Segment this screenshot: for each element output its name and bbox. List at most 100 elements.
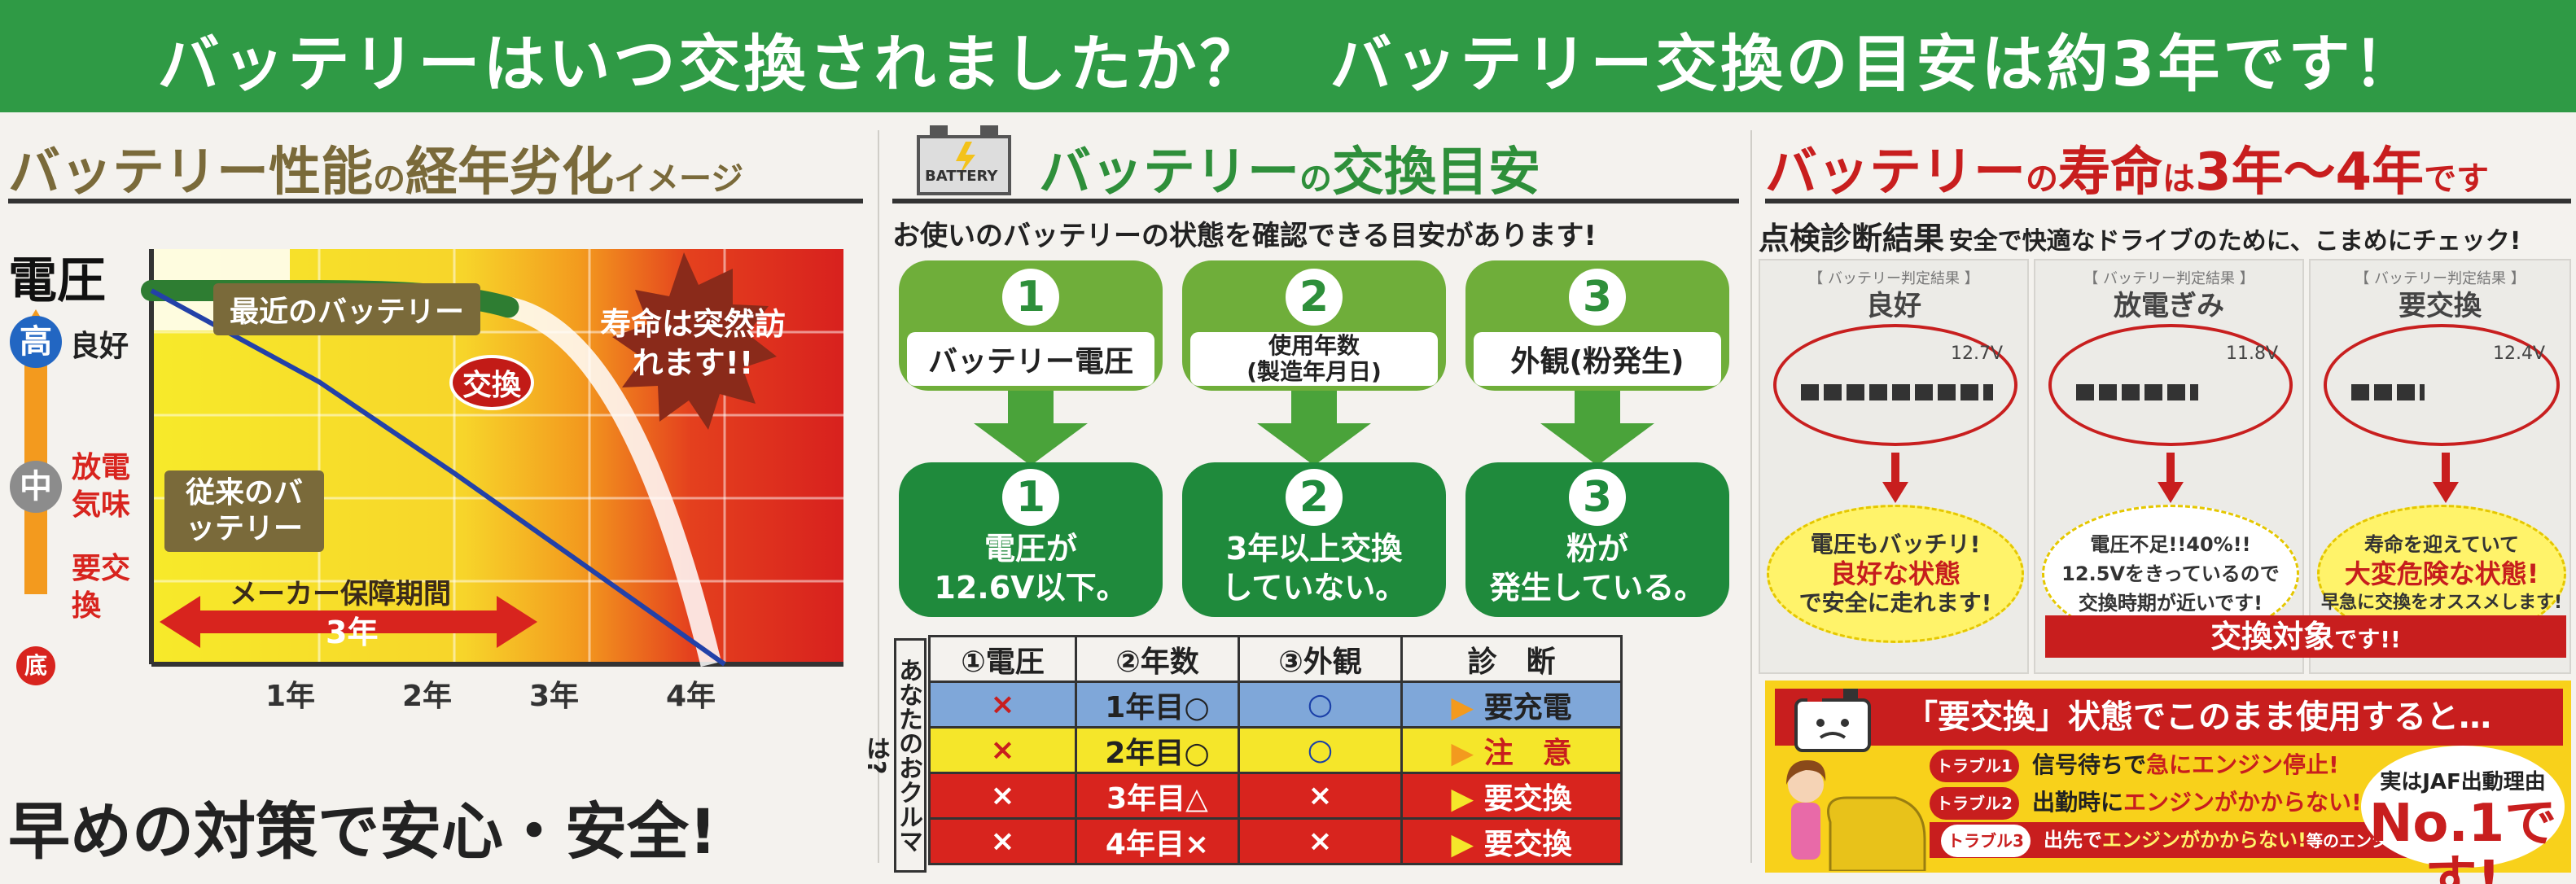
right-title-part1: バッテリー	[1765, 142, 2026, 203]
trouble-row-1: トラブル1 信号待ちで急にエンジン停止!	[1930, 747, 2339, 783]
result-3-line2: 発生している。	[1489, 570, 1706, 606]
swap-badge: 交換	[449, 355, 534, 410]
card1-line1: 電圧もバッチリ!	[1810, 531, 1981, 558]
row2-voltage: ×	[928, 726, 1077, 774]
row1-appearance: ○	[1238, 681, 1403, 729]
step-1-number: 1	[1002, 269, 1059, 326]
trouble-3-red: エンジンがかからない!	[2102, 829, 2307, 851]
card1-line2: 良好な状態	[1829, 558, 1960, 589]
x-tick-2: 2年	[402, 680, 453, 713]
right-title-part2: 寿命	[2058, 142, 2162, 203]
trouble-2-pre: 出勤時に	[2032, 789, 2124, 816]
diagnosis-header-row: ①電圧 ②年数 ③外観 診 断	[928, 635, 1623, 683]
check-result-2: 2 3年以上交換 していない。	[1182, 462, 1446, 617]
row1-years: 1年目○	[1075, 681, 1240, 729]
header-diagnosis: 診 断	[1400, 635, 1623, 683]
header-voltage: ①電圧	[928, 635, 1077, 683]
result-card-replace: 【 バッテリー判定結果 】 要交換 12.4V 寿命を迎えていて 大変危険な状態…	[2309, 259, 2571, 674]
result-1-line1: 電圧が	[984, 531, 1077, 567]
step-3-arrow-icon	[1540, 391, 1654, 466]
check-result-1: 1 電圧が 12.6V以下。	[899, 462, 1163, 617]
card3-meter	[2351, 384, 2425, 400]
row3-diagnosis: ▶ 要交換	[1400, 772, 1623, 820]
result-3-line1: 粉が	[1566, 531, 1628, 567]
x-tick-4: 4年	[666, 680, 716, 713]
trouble-3-tag: トラブル3	[1941, 825, 2031, 857]
row2-diagnosis-text: 注 意	[1483, 736, 1572, 770]
step-2-arrow-icon	[1257, 391, 1371, 466]
right-title-no: の	[2026, 160, 2058, 198]
header-years: ②年数	[1075, 635, 1240, 683]
card2-voltage: 11.8V	[2225, 344, 2278, 364]
card3-title: 要交換	[2399, 290, 2482, 322]
row2-appearance: ○	[1238, 726, 1403, 774]
swap-target-suffix: です!!	[2334, 626, 2401, 653]
card3-arrow-icon	[2433, 453, 2459, 503]
middle-title-no: の	[1299, 160, 1332, 198]
old-battery-label: 従来のバッテリー	[164, 470, 324, 552]
burst-shape	[612, 252, 777, 430]
card1-voltage: 12.7V	[1950, 344, 2003, 364]
result-2-line2: していない。	[1221, 570, 1407, 606]
row3-appearance: ×	[1238, 772, 1403, 820]
result-1-line2: 12.6V以下。	[934, 570, 1128, 606]
card3-line1: 寿命を迎えていて	[2364, 533, 2520, 556]
right-subtitle: 点検診断結果 安全で快適なドライブのために、こまめにチェック!	[1759, 213, 2521, 258]
step-2-number: 2	[1286, 269, 1343, 326]
battery-icon-label: BATTERY	[925, 168, 998, 185]
card3-voltage: 12.4V	[2492, 344, 2545, 364]
left-title-no: の	[373, 160, 405, 198]
step-3-label: 外観(粉発生)	[1474, 332, 1721, 386]
swap-target-banner: 交換対象です!!	[2045, 615, 2566, 658]
diagnosis-table: ①電圧 ②年数 ③外観 診 断 × 1年目○ ○ ▶ 要充電 × 2年目○ ○ …	[928, 635, 1623, 865]
left-title-underline	[8, 199, 863, 203]
diagnosis-row-2: × 2年目○ ○ ▶ 注 意	[928, 726, 1623, 774]
card2-ring	[2048, 324, 2293, 446]
discharge-label: 放電気味	[72, 451, 131, 522]
card3-line3: 早急に交換をオススメします!	[2320, 593, 2563, 613]
right-subtitle-bold: 点検診断結果	[1759, 221, 1945, 256]
x-tick-1: 1年	[265, 680, 316, 713]
your-car-side-label: あなたのおクルマは?	[861, 638, 927, 873]
check-step-2: 2 使用年数 (製造年月日)	[1182, 260, 1446, 391]
level-mid-badge: 中	[10, 461, 62, 513]
row2-years: 2年目○	[1075, 726, 1240, 774]
step-3-number: 3	[1569, 269, 1626, 326]
row4-years: 4年目×	[1075, 817, 1240, 865]
diagnosis-row-4: × 4年目× × ▶ 要交換	[928, 817, 1623, 865]
left-section-title: バッテリー性能の経年劣化イメージ	[8, 130, 743, 205]
card1-bubble: 電圧もバッチリ! 良好な状態 で安全に走れます!	[1767, 505, 2024, 643]
jaf-line1: 実はJAF出動理由	[2380, 770, 2546, 794]
result-card-good: 【 バッテリー判定結果 】 良好 12.7V 電圧もバッチリ! 良好な状態 で安…	[1759, 259, 2029, 674]
row3-years: 3年目△	[1075, 772, 1240, 820]
trouble-header: 「要交換」状態でこのまま使用すると…	[1775, 689, 2563, 746]
check-step-1: 1 バッテリー電圧	[899, 260, 1163, 391]
jaf-line2: No.1です!	[2368, 794, 2557, 884]
result-2-line1: 3年以上交換	[1225, 531, 1403, 567]
left-title-small: イメージ	[614, 160, 744, 198]
row1-pointer-icon: ▶	[1451, 690, 1474, 724]
card3-ring	[2324, 324, 2560, 446]
right-title-ha: は	[2162, 160, 2195, 198]
middle-title-part2: 交換目安	[1332, 142, 1540, 203]
row4-appearance: ×	[1238, 817, 1403, 865]
card2-arrow-icon	[2158, 453, 2184, 503]
right-subtitle-text: 安全で快適なドライブのために、こまめにチェック!	[1948, 227, 2521, 256]
voltage-axis-title: 電圧	[8, 252, 106, 309]
trouble-3-pre: 出先で	[2044, 829, 2102, 851]
middle-title-part1: バッテリー	[1039, 142, 1299, 203]
card2-line3: 交換時期が近いです!	[2078, 592, 2263, 615]
row2-pointer-icon: ▶	[1451, 736, 1474, 770]
need-swap-label: 要交換	[72, 552, 131, 623]
middle-title-underline	[892, 199, 1739, 203]
row1-voltage: ×	[928, 681, 1077, 729]
left-title-part2: 経年劣化	[405, 142, 614, 203]
level-low-badge: 底	[16, 646, 55, 685]
trouble-1-tag: トラブル1	[1930, 750, 2019, 782]
step-1-arrow-icon	[974, 391, 1088, 466]
check-result-3: 3 粉が 発生している。	[1465, 462, 1729, 617]
row3-voltage: ×	[928, 772, 1077, 820]
battery-icon	[917, 125, 1011, 195]
sudden-failure-text: 寿命は突然訪れます!!	[599, 306, 786, 381]
warranty-arrow	[160, 596, 537, 648]
